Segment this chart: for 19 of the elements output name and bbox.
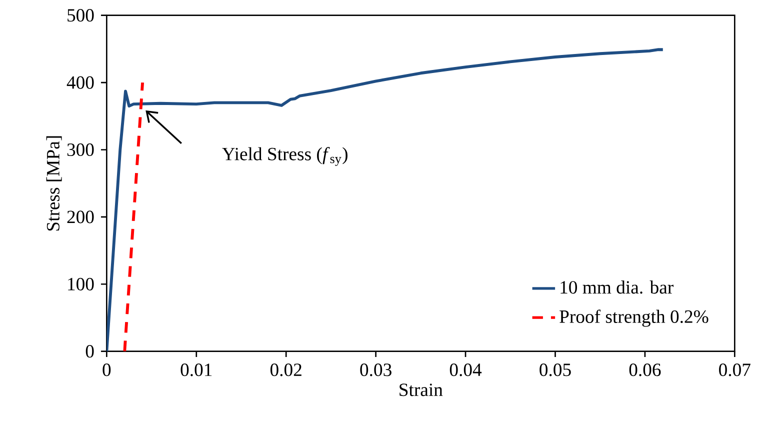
y-tick-label: 400	[66, 76, 94, 89]
x-tick-label: 0.04	[450, 364, 482, 376]
y-axis-title: Stress [MPa]	[46, 136, 62, 231]
y-tick-label: 500	[68, 9, 94, 22]
annotation: Yield Stress (f$_{sy}$)	[222, 147, 348, 166]
x-tick-label: 0.02	[270, 364, 302, 376]
legend-label: 10 mm dia. bar	[560, 280, 674, 294]
x-tick-label: 0.03	[360, 364, 392, 376]
x-tick-label: 0.05	[540, 364, 571, 376]
x-tick-label: 0.01	[180, 364, 212, 376]
y-tick-label: 0	[86, 345, 94, 358]
legend-label: Proof strength 0.2%	[560, 310, 708, 327]
x-axis-title: Strain	[400, 384, 443, 396]
y-tick-label: 200	[67, 210, 94, 224]
x-tick-label: 0.06	[629, 364, 661, 376]
x-tick-label: 0.07	[719, 364, 750, 376]
y-tick-label: 300	[67, 143, 94, 156]
x-tick-label: 0	[102, 364, 111, 376]
y-tick-label: 100	[68, 278, 94, 290]
